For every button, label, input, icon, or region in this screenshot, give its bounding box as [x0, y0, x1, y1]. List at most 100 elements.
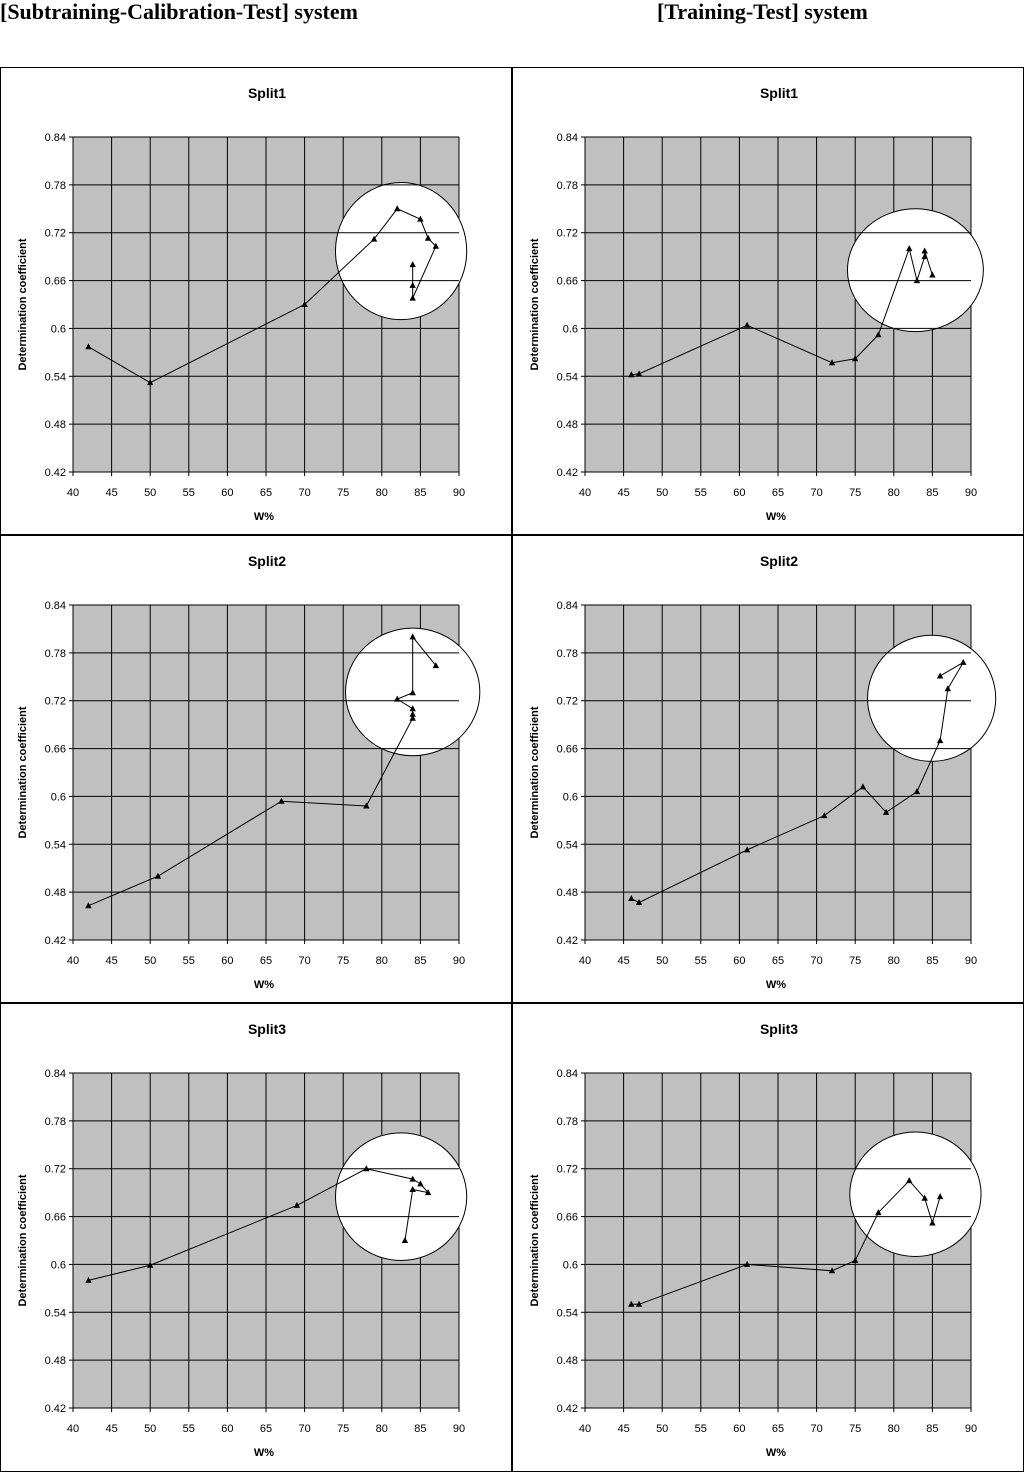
- chart-title: Split3: [760, 1021, 798, 1037]
- y-tick-label: 0.66: [45, 1212, 66, 1224]
- y-tick-label: 0.54: [45, 371, 66, 383]
- x-tick-label: 55: [183, 487, 195, 499]
- data-point-marker: [929, 1219, 936, 1226]
- data-point-marker: [944, 685, 952, 692]
- data-point-marker: [635, 370, 643, 377]
- y-tick-label: 0.78: [45, 648, 66, 660]
- x-tick-label: 60: [221, 1423, 233, 1435]
- y-axis-label: Determination coefficient: [17, 238, 29, 370]
- x-tick-label: 55: [695, 487, 707, 499]
- data-point-marker: [417, 1180, 424, 1187]
- data-point-marker: [936, 1193, 944, 1200]
- x-tick-label: 55: [695, 955, 707, 967]
- x-tick-label: 45: [105, 487, 117, 499]
- data-point-marker: [743, 1260, 751, 1267]
- data-point-marker: [875, 331, 882, 338]
- x-tick-label: 90: [965, 955, 977, 967]
- y-tick-label: 0.84: [45, 600, 66, 612]
- y-tick-label: 0.6: [51, 791, 66, 803]
- data-point-marker: [85, 343, 92, 350]
- x-tick-label: 90: [965, 1423, 977, 1435]
- data-point-marker: [875, 1209, 882, 1216]
- x-tick-label: 70: [810, 487, 822, 499]
- left-column-header: [Subtraining-Calibration-Test] system: [0, 0, 358, 24]
- highlight-circle: [849, 1131, 982, 1257]
- y-tick-label: 0.42: [45, 1403, 66, 1415]
- y-tick-label: 0.66: [557, 276, 578, 288]
- y-axis-label: Determination coefficient: [529, 706, 541, 838]
- x-tick-label: 65: [772, 1423, 784, 1435]
- chart-svg: Split2 40 45 50 55 60 65 70 75 80 85 90 0.42 0.48 0.54…: [17, 553, 481, 991]
- data-point-marker: [743, 846, 751, 853]
- y-axis-label: Determination coefficient: [17, 706, 29, 838]
- data-point-marker: [628, 1300, 635, 1307]
- data-point-marker: [913, 277, 921, 284]
- chart-svg: Split3 40 45 50 55 60 65 70 75 80 85 90 0.42 0.48 0.54…: [529, 1021, 982, 1459]
- highlight-circle: [334, 1132, 468, 1261]
- x-tick-label: 50: [656, 487, 668, 499]
- y-tick-label: 0.54: [557, 371, 578, 383]
- y-tick-label: 0.66: [557, 744, 578, 756]
- y-tick-label: 0.42: [557, 935, 578, 947]
- chart-title: Split2: [760, 553, 798, 569]
- data-point-marker: [628, 895, 635, 902]
- chart-title: Split3: [248, 1021, 286, 1037]
- y-tick-label: 0.84: [45, 132, 66, 144]
- data-point-marker: [936, 672, 944, 679]
- data-point-marker: [960, 658, 967, 665]
- x-tick-label: 90: [453, 955, 465, 967]
- x-tick-label: 85: [414, 955, 426, 967]
- data-point-marker: [409, 710, 416, 717]
- data-point-marker: [828, 1267, 836, 1274]
- data-point-marker: [432, 662, 440, 669]
- y-tick-label: 0.72: [45, 696, 66, 708]
- data-point-marker: [417, 215, 424, 222]
- y-tick-label: 0.72: [557, 1164, 578, 1176]
- data-point-marker: [906, 245, 913, 252]
- x-tick-label: 70: [810, 955, 822, 967]
- chart-panel-split1-training: Split1 40 45 50 55 60 65 70 75 80 85 90 0.42 0.48 0.54…: [512, 67, 1024, 535]
- x-tick-label: 40: [579, 955, 591, 967]
- data-point-marker: [882, 808, 890, 815]
- chart-panel-split3-training: Split3 40 45 50 55 60 65 70 75 80 85 90 0.42 0.48 0.54…: [512, 1003, 1024, 1472]
- x-tick-label: 45: [105, 1423, 117, 1435]
- x-tick-label: 70: [298, 955, 310, 967]
- chart-panel-split2-training: Split2 40 45 50 55 60 65 70 75 80 85 90 0.42 0.48 0.54…: [512, 535, 1024, 1003]
- y-tick-label: 0.66: [45, 276, 66, 288]
- x-tick-label: 65: [772, 487, 784, 499]
- chart-svg: Split2 40 45 50 55 60 65 70 75 80 85 90 0.42 0.48 0.54…: [529, 553, 997, 991]
- data-point-marker: [906, 1177, 913, 1184]
- y-tick-label: 0.6: [563, 791, 578, 803]
- y-tick-label: 0.48: [557, 419, 578, 431]
- data-point-marker: [409, 1185, 416, 1192]
- y-tick-label: 0.66: [557, 1212, 578, 1224]
- y-tick-label: 0.48: [45, 887, 66, 899]
- data-point-marker: [628, 371, 635, 378]
- x-tick-label: 50: [144, 955, 156, 967]
- y-tick-label: 0.42: [557, 467, 578, 479]
- y-tick-label: 0.54: [557, 839, 578, 851]
- x-tick-label: 65: [260, 1423, 272, 1435]
- data-point-marker: [929, 271, 936, 278]
- x-tick-label: 90: [453, 487, 465, 499]
- data-point-marker: [913, 788, 921, 795]
- x-tick-label: 85: [926, 955, 938, 967]
- data-point-marker: [409, 294, 416, 301]
- y-tick-label: 0.48: [557, 887, 578, 899]
- data-point-marker: [432, 242, 440, 249]
- x-tick-label: 40: [579, 487, 591, 499]
- x-tick-label: 85: [926, 487, 938, 499]
- y-tick-label: 0.84: [45, 1068, 66, 1080]
- x-tick-label: 80: [376, 487, 388, 499]
- data-point-marker: [409, 1175, 416, 1182]
- x-tick-label: 70: [298, 487, 310, 499]
- chart-panel-split2-subtraining: Split2 40 45 50 55 60 65 70 75 80 85 90 0.42 0.48 0.54…: [0, 535, 512, 1003]
- data-point-marker: [363, 802, 370, 809]
- x-tick-label: 45: [105, 955, 117, 967]
- chart-svg: Split1 40 45 50 55 60 65 70 75 80 85 90 0.42 0.48 0.54…: [17, 85, 468, 523]
- x-tick-label: 50: [144, 1423, 156, 1435]
- y-tick-label: 0.78: [557, 180, 578, 192]
- data-point-marker: [293, 1201, 301, 1208]
- data-point-marker: [635, 899, 643, 906]
- x-tick-label: 65: [260, 955, 272, 967]
